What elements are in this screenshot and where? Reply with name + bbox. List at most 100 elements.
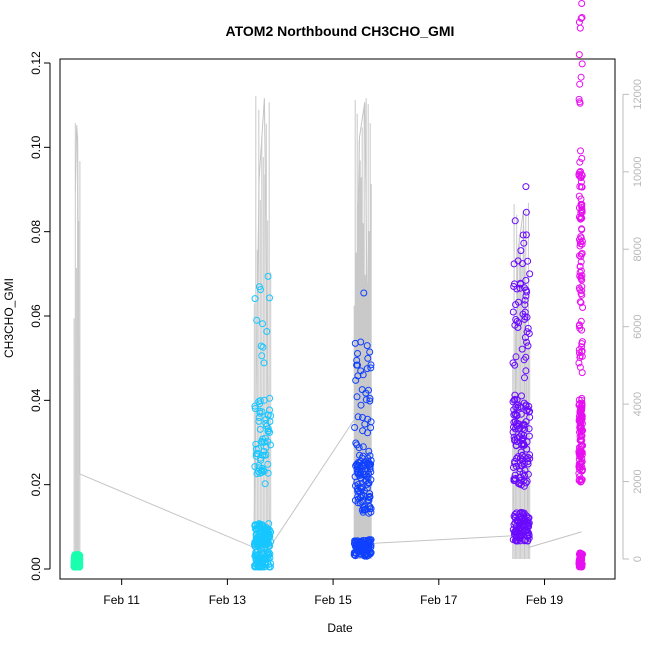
data-point (577, 290, 585, 298)
y-axis-label: CH3CHO_GMI (2, 278, 16, 358)
data-point (520, 239, 528, 247)
data-point (512, 527, 520, 535)
data-point (520, 509, 528, 517)
y-tick-label: 0.04 (29, 388, 43, 412)
data-point (367, 418, 375, 426)
data-point (575, 359, 583, 367)
data-point (520, 399, 528, 407)
data-point (519, 231, 527, 239)
data-point (357, 401, 365, 409)
data-point (353, 361, 361, 369)
data-point (512, 316, 520, 323)
data-point (525, 514, 533, 522)
data-point (521, 315, 529, 323)
data-point (578, 442, 586, 449)
data-point (262, 531, 270, 539)
data-point (575, 192, 583, 200)
series-4 (575, 0, 587, 571)
data-point (522, 367, 530, 375)
data-point (264, 272, 272, 280)
data-point (577, 200, 585, 208)
data-point (578, 340, 586, 348)
data-point (578, 467, 586, 475)
data-point (576, 262, 584, 270)
data-point (354, 350, 361, 357)
data-point (513, 412, 521, 420)
y-tick-label: 0.02 (29, 473, 43, 497)
data-point (351, 552, 359, 560)
data-point (358, 462, 366, 470)
data-point (510, 528, 518, 536)
data-point (518, 392, 525, 400)
data-point (353, 441, 361, 449)
data-point (526, 407, 534, 415)
data-point (576, 99, 584, 107)
data-point (364, 474, 372, 482)
data-point (361, 461, 369, 469)
data-point (363, 365, 371, 373)
y-tick-label: 0.08 (29, 220, 43, 244)
data-point (578, 154, 586, 162)
data-point (516, 465, 524, 473)
data-point (365, 447, 373, 455)
data-point (251, 295, 259, 303)
data-point (523, 455, 531, 463)
data-point (258, 352, 266, 360)
data-point (257, 286, 264, 294)
right-tick-label: 10000 (632, 157, 644, 188)
data-point (359, 452, 367, 460)
data-point (511, 459, 519, 467)
data-point (522, 479, 530, 487)
data-point (513, 455, 520, 462)
data-point (523, 445, 531, 453)
data-point (353, 468, 361, 476)
data-point (252, 452, 260, 460)
data-point (266, 294, 273, 302)
data-point (352, 376, 360, 384)
data-point (577, 415, 585, 423)
data-point (575, 349, 583, 357)
y-tick-label: 0.10 (29, 135, 43, 159)
data-point (264, 538, 272, 546)
data-point (510, 464, 517, 471)
data-point (351, 424, 359, 431)
data-point (263, 328, 271, 335)
data-point (253, 539, 260, 547)
data-point (575, 322, 583, 330)
data-point (576, 158, 584, 166)
data-point (522, 208, 530, 216)
data-point (576, 298, 584, 306)
data-point (509, 308, 517, 316)
data-point (366, 395, 374, 402)
data-point (577, 562, 585, 570)
data-point (262, 443, 270, 451)
data-point (514, 257, 522, 265)
data-point (524, 460, 532, 468)
data-point (578, 226, 586, 234)
data-point (360, 289, 368, 297)
data-point (577, 317, 585, 325)
data-point (367, 468, 375, 476)
data-point (516, 284, 524, 292)
data-point (577, 73, 585, 81)
data-point (577, 14, 585, 22)
x-tick-label: Feb 17 (420, 593, 458, 607)
data-point (511, 418, 519, 426)
y-tick-label: 0.00 (29, 557, 43, 581)
data-point (522, 231, 530, 239)
data-point (579, 304, 587, 311)
data-point (576, 169, 583, 176)
data-point (253, 526, 260, 534)
data-point (363, 342, 371, 350)
data-point (517, 518, 524, 526)
right-tick-label: 0 (632, 556, 644, 562)
data-point (577, 459, 585, 467)
data-point (365, 502, 372, 510)
data-point (364, 354, 372, 362)
data-point (264, 469, 272, 477)
data-point (512, 353, 520, 361)
data-point (578, 183, 586, 191)
data-point (366, 490, 374, 498)
data-point (259, 320, 266, 328)
data-point (253, 548, 261, 556)
